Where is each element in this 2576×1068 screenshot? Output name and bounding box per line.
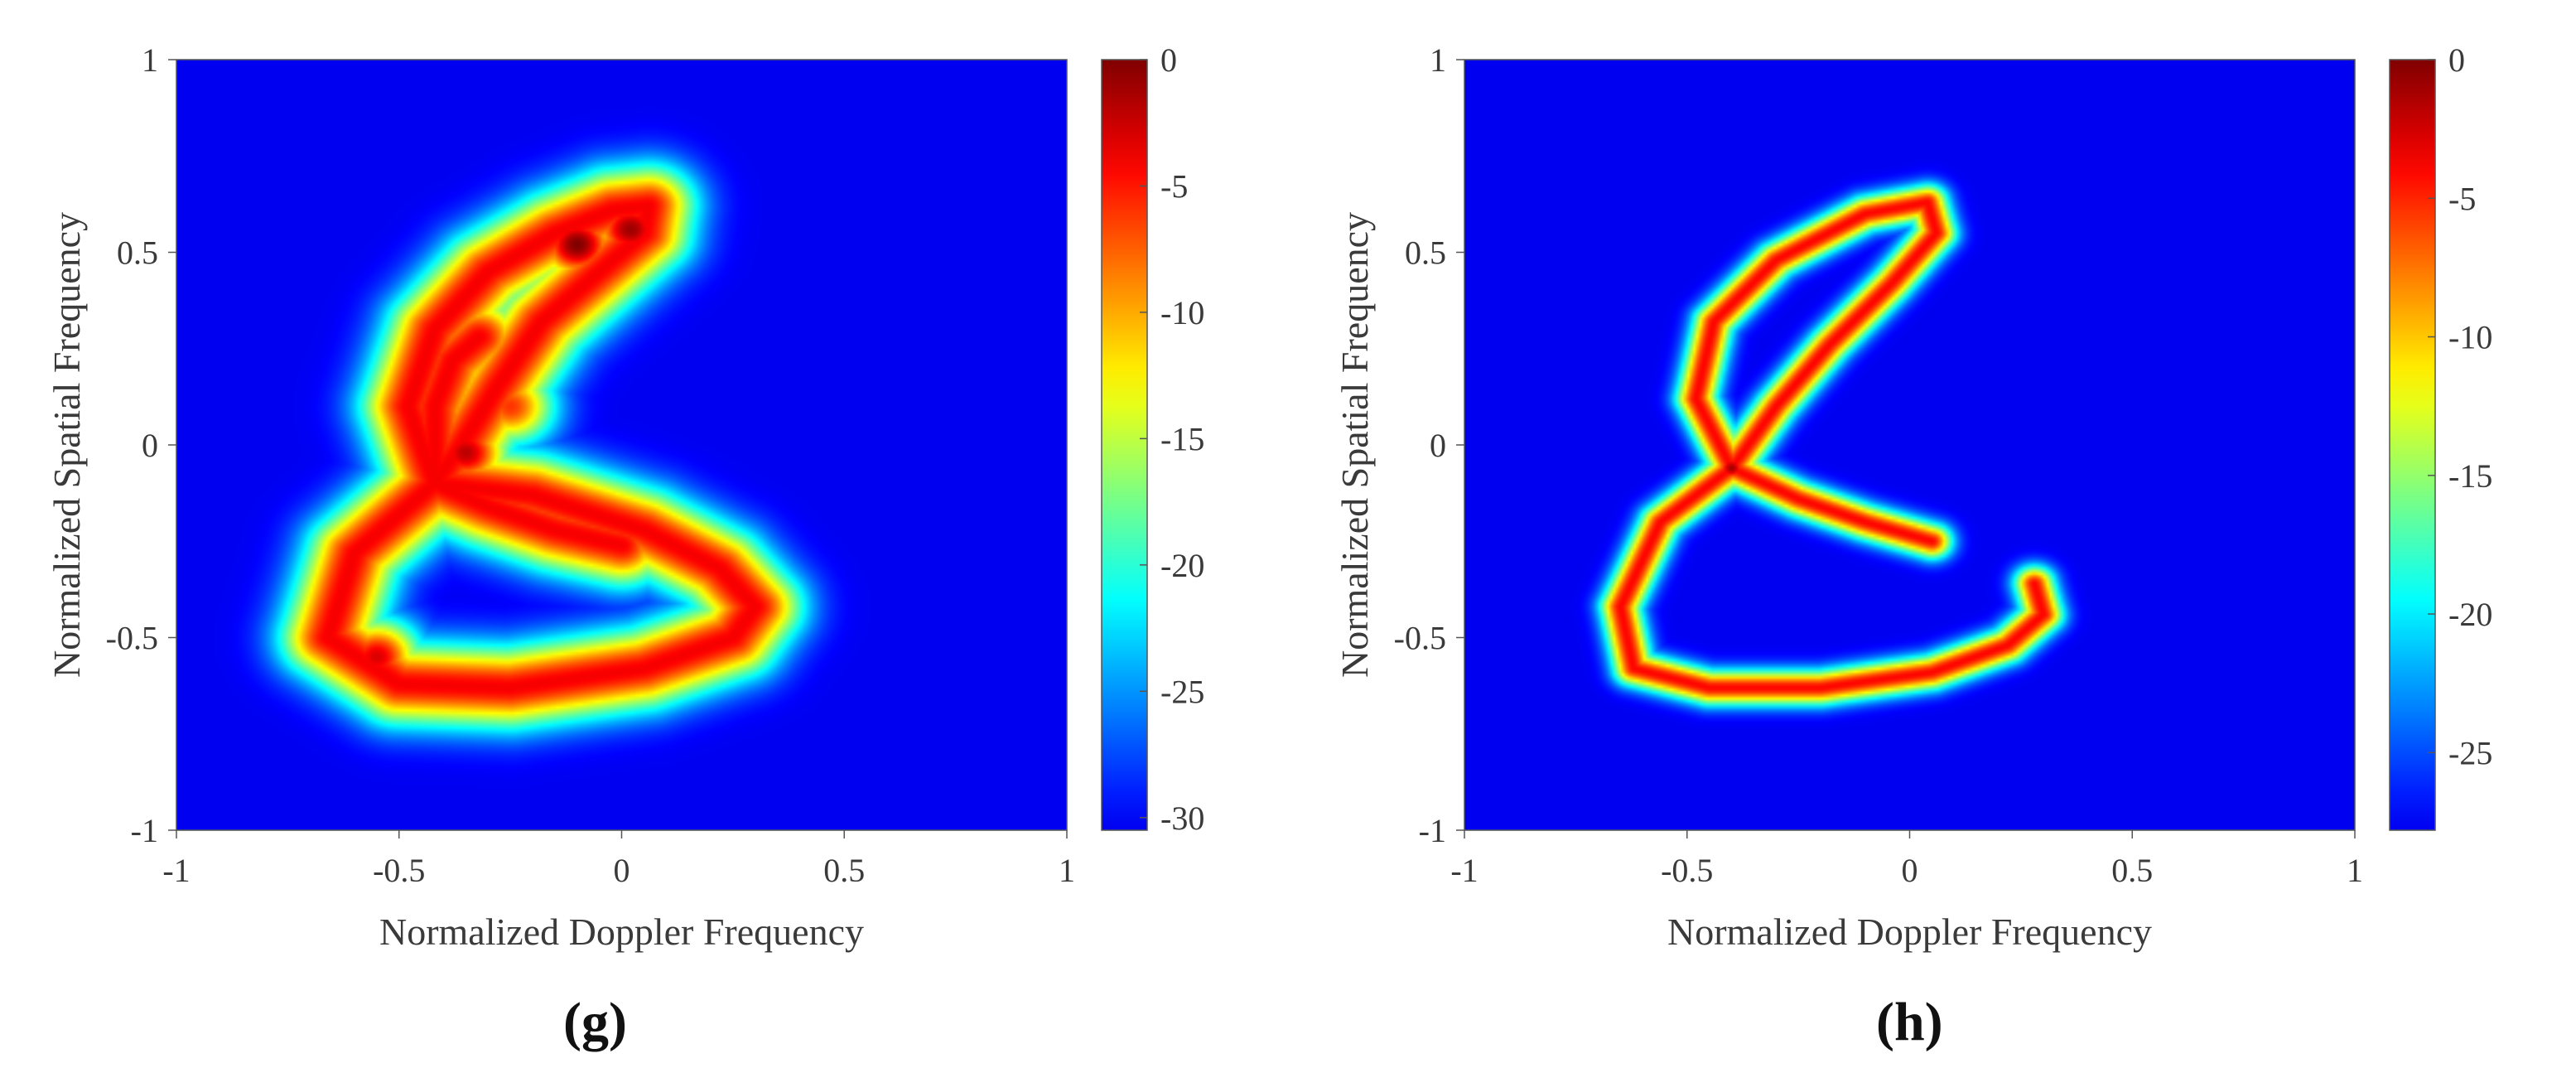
panel-h: -1 -0.5 0 0.5 1 1 0.5 0 -0.5 -1 Normalized Doppler…: [1288, 0, 2576, 1064]
colorbar-tick-label: -15: [2448, 457, 2492, 495]
colorbar-tick-label: 0: [1160, 41, 1177, 79]
y-tick-label: -0.5: [106, 620, 158, 657]
x-tick-label: 0.5: [823, 852, 865, 889]
y-tick-label: -0.5: [1394, 620, 1446, 657]
x-tick-label: -1: [1450, 852, 1478, 889]
colorbar-tick-label: -20: [1160, 547, 1204, 584]
y-tick-label: 0: [142, 427, 158, 464]
panel-g: -1 -0.5 0 0.5 1 1 0.5 0 -0.5 -1 Normalized Doppler…: [0, 0, 1288, 1064]
x-tick-label: -1: [162, 852, 190, 889]
heatmap-raster: [1464, 60, 2355, 830]
colorbar-tick-label: -5: [2448, 180, 2476, 217]
heatmap-raster: [176, 60, 1067, 830]
x-tick-label: 1: [1059, 852, 1075, 889]
x-tick-label: -0.5: [1661, 852, 1713, 889]
y-tick-label: -1: [131, 812, 158, 849]
x-tick-label: 1: [2347, 852, 2363, 889]
y-tick-label: 0.5: [1405, 234, 1446, 272]
panel-label-h: (h): [1876, 992, 1943, 1052]
colorbar-tick-label: -30: [1160, 800, 1204, 837]
x-tick-label: 0: [614, 852, 630, 889]
x-axis-label: Normalized Doppler Frequency: [1667, 911, 2152, 953]
x-axis-label: Normalized Doppler Frequency: [379, 911, 864, 953]
x-tick-label: -0.5: [373, 852, 425, 889]
y-tick-label: -1: [1419, 812, 1446, 849]
colorbar-tick-label: -25: [1160, 673, 1204, 710]
heatmap-chart-h: -1 -0.5 0 0.5 1 1 0.5 0 -0.5 -1 Normalized Doppler…: [1334, 41, 2492, 953]
heatmap-chart-g: -1 -0.5 0 0.5 1 1 0.5 0 -0.5 -1 Normalized Doppler…: [46, 41, 1204, 953]
y-axis-label: Normalized Spatial Frequency: [46, 212, 88, 678]
colorbar-tick-label: -10: [2448, 319, 2492, 356]
colorbar-tick-label: -5: [1160, 167, 1188, 205]
x-tick-label: 0: [1902, 852, 1918, 889]
y-tick-label: 0: [1430, 427, 1446, 464]
colorbar: [2389, 59, 2436, 831]
colorbar-tick-label: -20: [2448, 596, 2492, 633]
y-tick-label: 1: [142, 41, 158, 79]
colorbar-tick-label: -25: [2448, 734, 2492, 771]
colorbar: [1101, 59, 1148, 831]
panel-label-g: (g): [563, 992, 627, 1052]
colorbar-tick-label: -15: [1160, 420, 1204, 457]
colorbar-tick-label: 0: [2448, 41, 2465, 79]
y-axis-label: Normalized Spatial Frequency: [1334, 212, 1376, 678]
colorbar-tick-label: -10: [1160, 294, 1204, 331]
y-tick-label: 0.5: [117, 234, 158, 272]
y-tick-label: 1: [1430, 41, 1446, 79]
x-tick-label: 0.5: [2111, 852, 2153, 889]
